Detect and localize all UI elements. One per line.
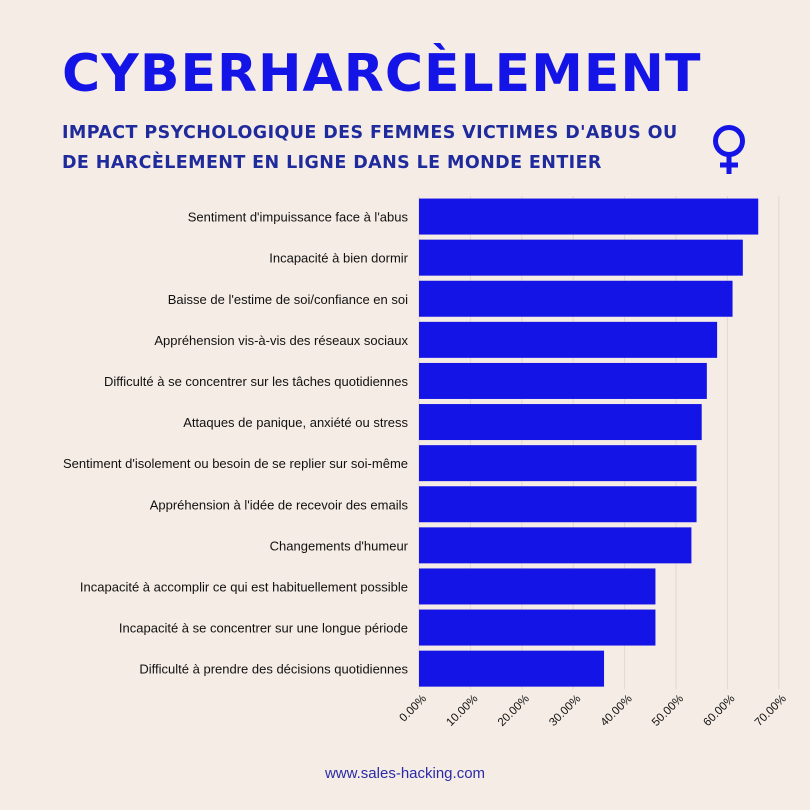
bar bbox=[419, 445, 697, 482]
page-title: CYBERHARCÈLEMENT bbox=[62, 44, 702, 104]
page-subtitle: IMPACT PSYCHOLOGIQUE DES FEMMES VICTIMES… bbox=[62, 123, 678, 173]
grid-lines bbox=[418, 196, 780, 690]
category-labels: Sentiment d'impuissance face à l'abus Inc… bbox=[63, 210, 409, 677]
bar bbox=[419, 650, 605, 687]
bars bbox=[419, 198, 759, 687]
bar bbox=[419, 198, 759, 235]
category-label: Incapacité à bien dormir bbox=[269, 251, 408, 266]
bar bbox=[419, 568, 656, 605]
bar bbox=[419, 239, 743, 276]
category-label: Sentiment d'isolement ou besoin de se re… bbox=[63, 456, 408, 471]
category-label: Difficulté à se concentrer sur les tâche… bbox=[104, 374, 408, 389]
x-tick-label: 50.00% bbox=[650, 693, 686, 729]
x-tick-label: 20.00% bbox=[496, 693, 532, 729]
x-tick-label: 40.00% bbox=[599, 693, 635, 729]
x-tick-label: 70.00% bbox=[753, 693, 789, 729]
source-link[interactable]: www.sales-hacking.com bbox=[324, 765, 486, 782]
category-label: Changements d'humeur bbox=[270, 538, 409, 553]
bar bbox=[419, 609, 656, 646]
bar bbox=[419, 486, 697, 523]
bar bbox=[419, 527, 692, 564]
category-label: Sentiment d'impuissance face à l'abus bbox=[188, 210, 409, 225]
category-label: Appréhension à l'idée de recevoir des em… bbox=[150, 497, 409, 512]
x-tick-label: 30.00% bbox=[547, 693, 583, 729]
category-label: Difficulté à prendre des décisions quoti… bbox=[139, 662, 408, 677]
category-label: Appréhension vis-à-vis des réseaux socia… bbox=[154, 333, 408, 348]
bar bbox=[419, 280, 733, 317]
category-label: Incapacité à accomplir ce qui est habitu… bbox=[80, 579, 408, 594]
female-symbol-icon bbox=[713, 125, 745, 174]
x-tick-label: 10.00% bbox=[444, 693, 480, 729]
category-label: Incapacité à se concentrer sur une longu… bbox=[119, 621, 408, 636]
bar-chart: Sentiment d'impuissance face à l'abus Inc… bbox=[63, 196, 789, 729]
bar bbox=[419, 404, 702, 441]
x-tick-label: 0.00% bbox=[398, 693, 430, 725]
x-tick-label: 60.00% bbox=[701, 693, 737, 729]
category-label: Attaques de panique, anxiété ou stress bbox=[183, 415, 408, 430]
bar bbox=[419, 362, 707, 399]
x-axis-tick-labels: 0.00% 10.00% 20.00% 30.00% 40.00% 50.00% 60.00… bbox=[398, 693, 789, 729]
bar bbox=[419, 321, 718, 358]
category-label: Baisse de l'estime de soi/confiance en s… bbox=[168, 292, 408, 307]
